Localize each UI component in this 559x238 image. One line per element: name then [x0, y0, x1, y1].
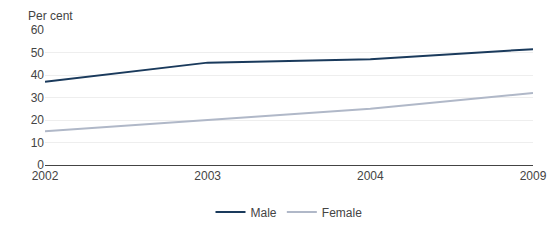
svg-text:2003: 2003 — [194, 169, 221, 183]
svg-text:50: 50 — [31, 46, 45, 60]
svg-text:Per cent: Per cent — [28, 9, 73, 23]
svg-text:Male: Male — [251, 206, 277, 220]
svg-text:10: 10 — [31, 136, 45, 150]
svg-text:2004: 2004 — [357, 169, 384, 183]
svg-text:Female: Female — [322, 206, 362, 220]
svg-text:40: 40 — [31, 68, 45, 82]
svg-text:2009: 2009 — [520, 169, 547, 183]
svg-text:0: 0 — [37, 158, 44, 172]
svg-text:30: 30 — [31, 91, 45, 105]
svg-text:2002: 2002 — [32, 169, 59, 183]
svg-text:60: 60 — [31, 23, 45, 37]
svg-text:20: 20 — [31, 113, 45, 127]
